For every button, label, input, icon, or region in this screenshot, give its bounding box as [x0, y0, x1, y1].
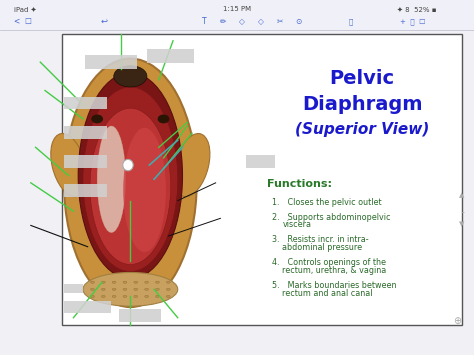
Text: ↩: ↩ [101, 17, 108, 26]
Ellipse shape [78, 73, 182, 279]
Ellipse shape [83, 273, 178, 306]
Text: abdominal pressure: abdominal pressure [282, 243, 363, 252]
Ellipse shape [134, 281, 137, 283]
Text: 4. Controls openings of the: 4. Controls openings of the [272, 258, 386, 267]
Text: ⊙: ⊙ [295, 17, 302, 26]
Ellipse shape [134, 288, 137, 290]
Text: ━: ━ [461, 211, 464, 215]
Text: viscera: viscera [282, 220, 311, 229]
Text: ✏: ✏ [219, 17, 226, 26]
Text: (Superior View): (Superior View) [295, 122, 429, 137]
Text: 2. Supports abdominopelvic: 2. Supports abdominopelvic [272, 213, 391, 222]
FancyBboxPatch shape [62, 34, 462, 325]
Ellipse shape [112, 281, 116, 283]
Text: 5. Marks boundaries between: 5. Marks boundaries between [272, 281, 397, 290]
Text: ▼: ▼ [459, 221, 465, 226]
FancyBboxPatch shape [64, 126, 107, 138]
Ellipse shape [51, 133, 87, 197]
Text: ⊕: ⊕ [453, 316, 462, 326]
FancyBboxPatch shape [64, 97, 107, 109]
Ellipse shape [145, 288, 148, 290]
Text: rectum, urethra, & vagina: rectum, urethra, & vagina [282, 266, 386, 275]
Text: 🔊: 🔊 [349, 18, 353, 24]
Text: iPad ✦: iPad ✦ [14, 6, 36, 12]
Ellipse shape [166, 295, 170, 297]
Text: ✂: ✂ [276, 17, 283, 26]
Ellipse shape [101, 295, 105, 297]
Ellipse shape [91, 281, 94, 283]
Ellipse shape [174, 133, 210, 197]
Ellipse shape [155, 295, 159, 297]
Ellipse shape [90, 108, 171, 264]
Ellipse shape [91, 295, 94, 297]
Text: Pelvic: Pelvic [329, 69, 394, 88]
Ellipse shape [123, 288, 127, 290]
Ellipse shape [134, 295, 137, 297]
FancyBboxPatch shape [0, 0, 474, 30]
Ellipse shape [114, 66, 147, 87]
Text: +  ⛓  ☐: + ⛓ ☐ [400, 18, 425, 24]
Ellipse shape [145, 295, 148, 297]
Text: ✦ 8  52% ▪: ✦ 8 52% ▪ [397, 6, 436, 12]
FancyBboxPatch shape [85, 55, 137, 69]
Text: 3. Resists incr. in intra-: 3. Resists incr. in intra- [272, 235, 369, 244]
Ellipse shape [97, 126, 126, 233]
Ellipse shape [166, 288, 170, 290]
Ellipse shape [91, 114, 103, 123]
Ellipse shape [123, 281, 127, 283]
Text: ◇: ◇ [258, 17, 264, 26]
Ellipse shape [123, 128, 166, 252]
Ellipse shape [155, 281, 159, 283]
Ellipse shape [91, 288, 94, 290]
FancyBboxPatch shape [64, 184, 107, 197]
Ellipse shape [112, 288, 116, 290]
Text: 1:15 PM: 1:15 PM [223, 6, 251, 12]
Ellipse shape [123, 295, 127, 297]
Text: ◇: ◇ [239, 17, 245, 26]
FancyBboxPatch shape [246, 155, 275, 168]
Ellipse shape [155, 288, 159, 290]
Text: ▲: ▲ [459, 192, 465, 198]
Text: rectum and anal canal: rectum and anal canal [282, 289, 373, 297]
Ellipse shape [157, 114, 170, 123]
Ellipse shape [166, 281, 170, 283]
Text: <  ☐: < ☐ [14, 17, 32, 26]
Text: T: T [201, 17, 206, 26]
Ellipse shape [145, 281, 148, 283]
FancyBboxPatch shape [64, 284, 83, 293]
Ellipse shape [101, 288, 105, 290]
Ellipse shape [123, 159, 133, 171]
FancyBboxPatch shape [64, 301, 111, 313]
Ellipse shape [83, 87, 178, 272]
Text: 1. Closes the pelvic outlet: 1. Closes the pelvic outlet [272, 198, 382, 207]
Ellipse shape [112, 295, 116, 297]
FancyBboxPatch shape [147, 49, 194, 63]
Text: Diaphragm: Diaphragm [302, 95, 422, 114]
FancyBboxPatch shape [118, 310, 161, 322]
FancyBboxPatch shape [64, 155, 107, 168]
Ellipse shape [101, 281, 105, 283]
Text: Functions:: Functions: [266, 179, 332, 189]
Ellipse shape [64, 59, 197, 307]
